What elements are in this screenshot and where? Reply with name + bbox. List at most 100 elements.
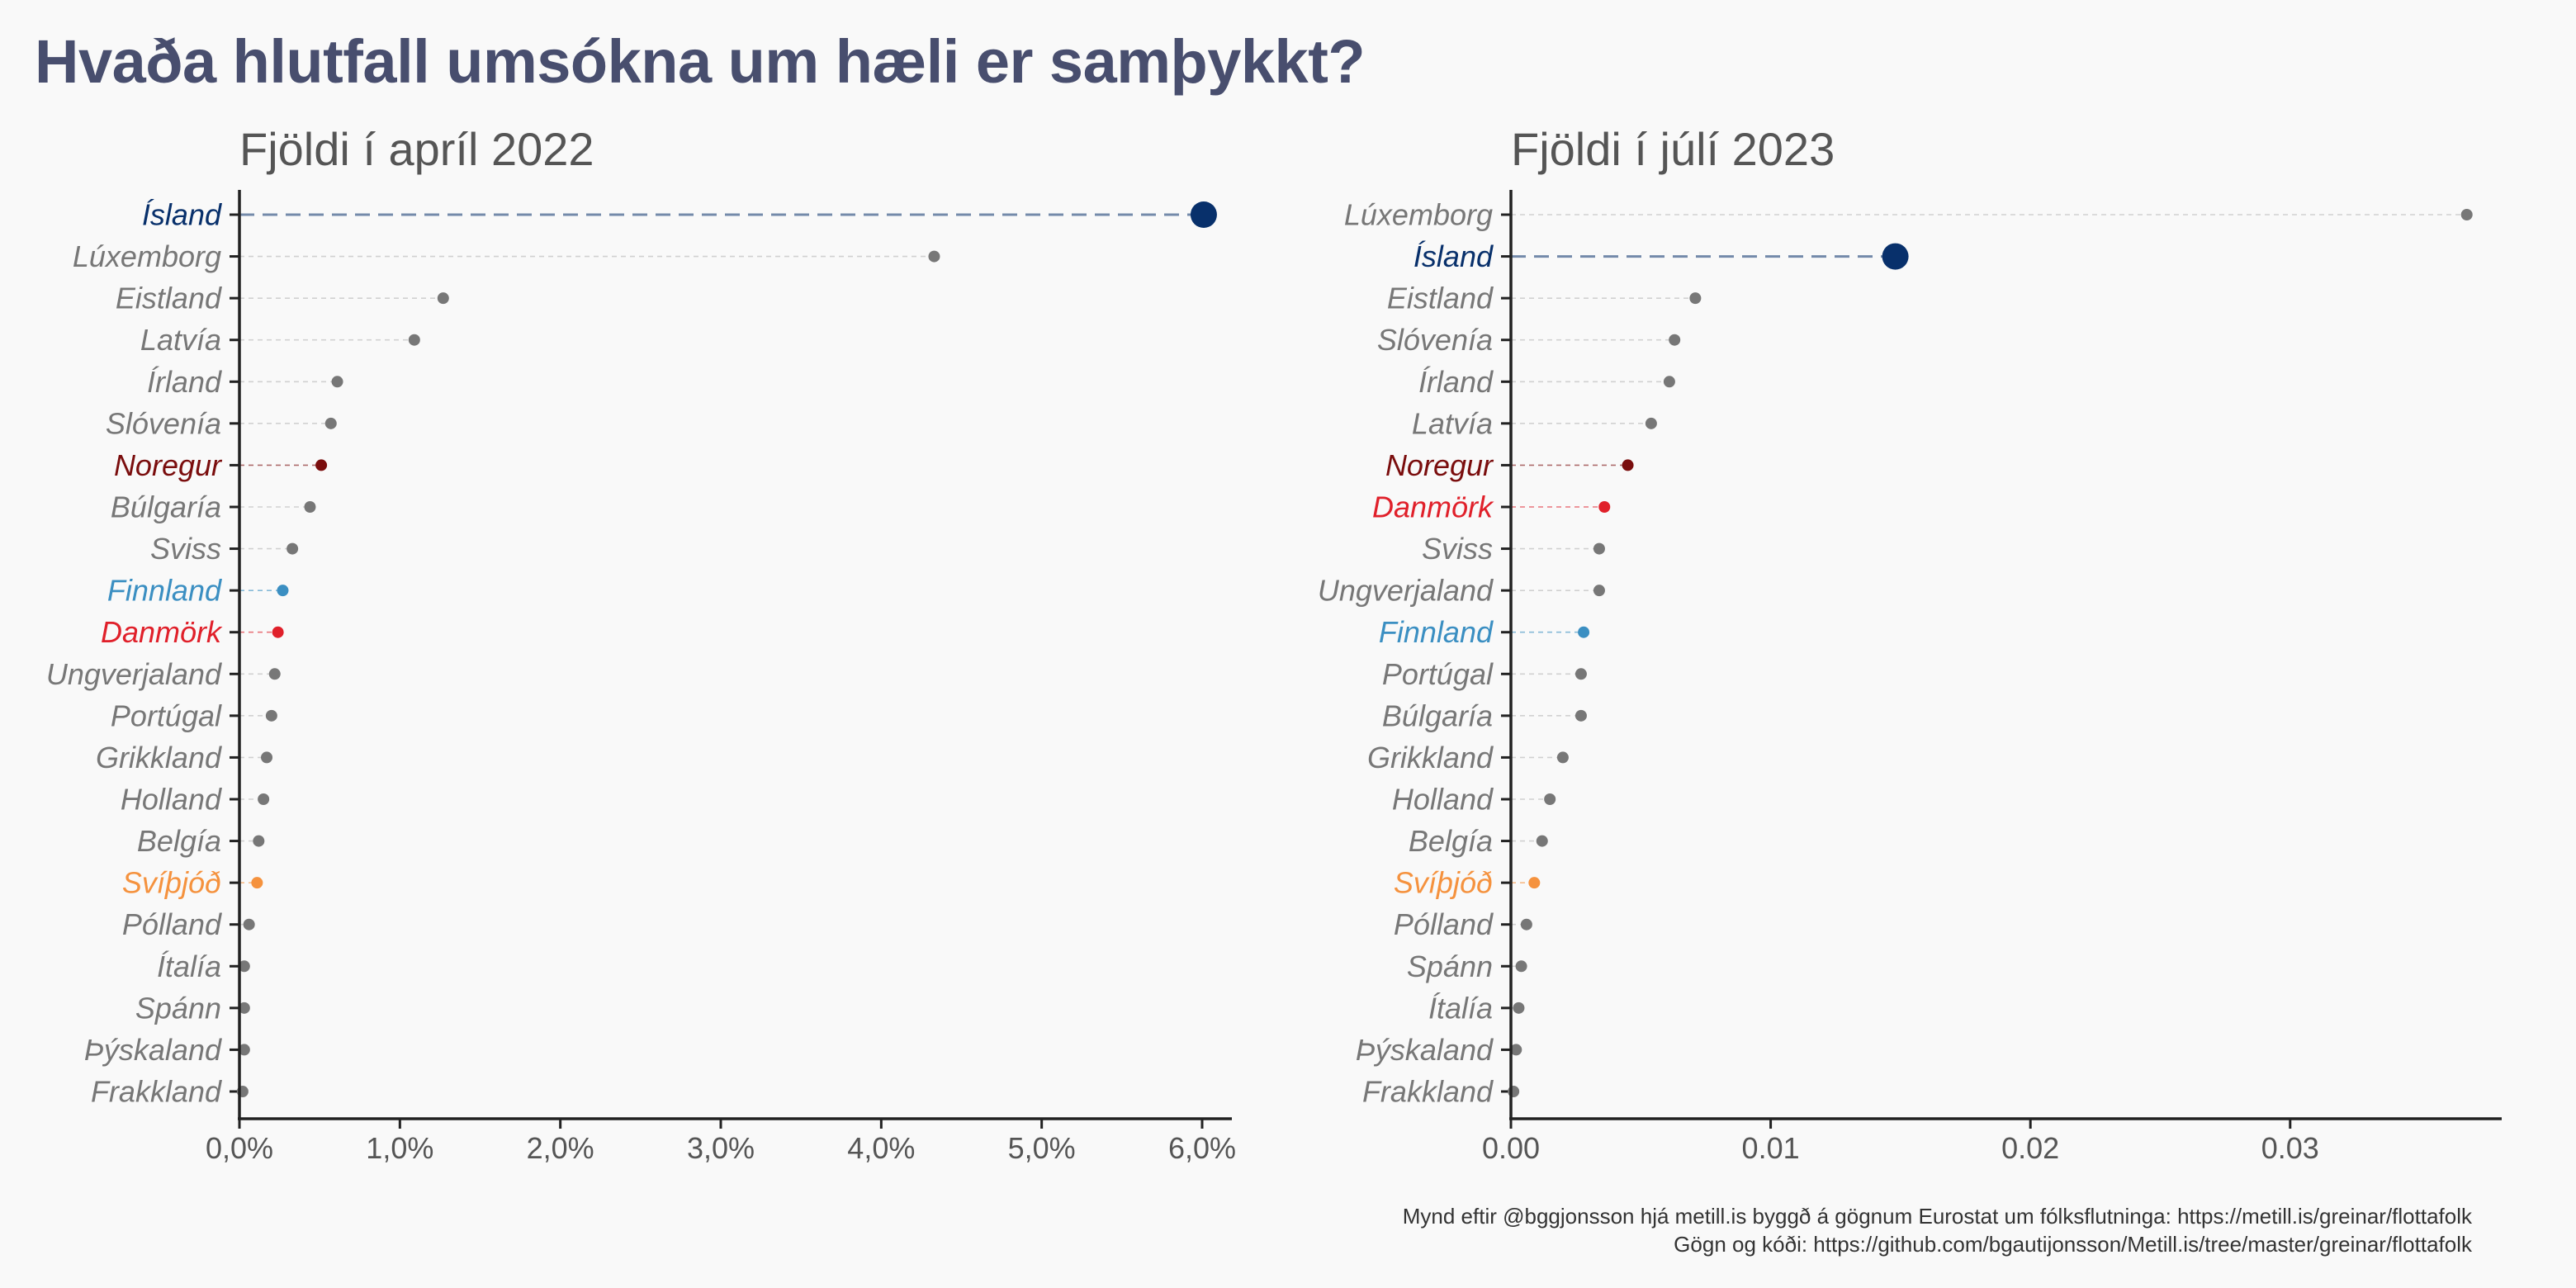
- category-label: Ungverjaland: [46, 657, 222, 691]
- x-tick-label: 2,0%: [527, 1131, 594, 1165]
- category-label: Danmörk: [1372, 490, 1494, 524]
- data-point: [238, 1044, 250, 1056]
- data-point: [268, 668, 281, 680]
- right-panel: Lúxemborg Ísland Eistland Slóvenía Írland Lat…: [1318, 190, 2502, 1165]
- category-label: Lúxemborg: [1344, 198, 1493, 232]
- data-point: [324, 417, 337, 429]
- data-point: [331, 376, 343, 388]
- category-label: Ítalía: [157, 949, 221, 983]
- category-label: Belgía: [137, 824, 221, 858]
- x-tick-label: 5,0%: [1008, 1131, 1076, 1165]
- category-label: Búlgaría: [111, 490, 221, 524]
- data-point: [408, 334, 420, 346]
- category-label: Slóvenía: [106, 406, 221, 440]
- category-label: Portúgal: [111, 698, 222, 732]
- data-point: [1556, 751, 1569, 764]
- category-label: Ungverjaland: [1318, 574, 1494, 608]
- data-point: [277, 585, 289, 597]
- category-label: Belgía: [1409, 824, 1493, 858]
- left-panel: Ísland Lúxemborg Eistland Latvía Írland Slóve…: [46, 190, 1236, 1165]
- data-point: [258, 793, 270, 805]
- category-label: Holland: [121, 783, 222, 817]
- data-point: [1528, 877, 1541, 889]
- data-point: [265, 709, 277, 722]
- x-tick-label: 0.00: [1482, 1131, 1540, 1165]
- category-label: Slóvenía: [1377, 323, 1493, 357]
- category-label: Grikkland: [96, 741, 222, 774]
- category-label: Írland: [147, 365, 222, 399]
- category-label: Holland: [1392, 783, 1494, 817]
- caption-line-1: Mynd eftir @bggjonsson hjá metill.is byg…: [1402, 1204, 2472, 1229]
- category-label: Latvía: [140, 323, 221, 357]
- x-tick-label: 0,0%: [206, 1131, 273, 1165]
- x-tick-label: 3,0%: [687, 1131, 755, 1165]
- category-label: Ítalía: [1428, 991, 1493, 1025]
- data-point: [1574, 668, 1587, 680]
- data-point: [1593, 585, 1605, 597]
- x-tick-label: 4,0%: [847, 1131, 915, 1165]
- data-point: [286, 542, 299, 555]
- x-tick-label: 1,0%: [366, 1131, 433, 1165]
- data-point: [1598, 501, 1611, 513]
- data-point: [1663, 376, 1675, 388]
- data-point: [243, 918, 255, 930]
- category-label: Latvía: [1412, 406, 1493, 440]
- category-label: Finnland: [107, 574, 222, 608]
- category-label: Portúgal: [1382, 657, 1494, 691]
- category-label: Spánn: [135, 991, 221, 1025]
- data-point: [304, 501, 316, 513]
- data-point: [1689, 292, 1702, 305]
- data-point: [261, 751, 273, 764]
- category-label: Ísland: [142, 198, 222, 232]
- category-label: Ísland: [1413, 239, 1494, 273]
- data-point: [1536, 835, 1548, 847]
- category-label: Lúxemborg: [73, 239, 221, 273]
- data-point: [315, 459, 328, 471]
- category-label: Búlgaría: [1382, 698, 1493, 732]
- data-point: [1510, 1044, 1522, 1056]
- x-tick-label: 0.03: [2261, 1131, 2319, 1165]
- data-point: [1515, 960, 1527, 973]
- left-panel-subtitle: Fjöldi í apríl 2022: [239, 123, 594, 175]
- data-point: [437, 292, 449, 305]
- x-tick-label: 6,0%: [1168, 1131, 1236, 1165]
- data-point: [1578, 626, 1590, 638]
- category-label: Svíþjóð: [122, 866, 221, 900]
- category-label: Þýskaland: [84, 1033, 222, 1067]
- chart-title: Hvaða hlutfall umsókna um hæli er samþyk…: [35, 27, 1366, 96]
- caption-line-2: Gögn og kóði: https://github.com/bgautij…: [1674, 1232, 2472, 1257]
- right-panel-subtitle: Fjöldi í júlí 2023: [1511, 123, 1835, 175]
- category-label: Danmörk: [101, 615, 223, 649]
- category-label: Þýskaland: [1356, 1033, 1494, 1067]
- category-label: Noregur: [114, 448, 223, 482]
- data-point: [253, 835, 265, 847]
- data-point: [251, 877, 263, 889]
- category-label: Frakkland: [1362, 1075, 1494, 1109]
- data-point: [1544, 793, 1556, 805]
- data-point: [1508, 1086, 1520, 1097]
- data-point: [2460, 209, 2473, 220]
- category-label: Frakkland: [91, 1075, 222, 1109]
- data-point: [1520, 918, 1532, 930]
- data-point: [238, 1002, 250, 1014]
- x-tick-label: 0.02: [2001, 1131, 2059, 1165]
- category-label: Svíþjóð: [1394, 866, 1493, 900]
- data-point: [1593, 542, 1605, 555]
- data-point: [1669, 334, 1681, 346]
- category-label: Pólland: [122, 907, 222, 941]
- category-label: Noregur: [1385, 448, 1494, 482]
- category-label: Eistland: [1387, 282, 1494, 315]
- category-label: Spánn: [1407, 949, 1493, 983]
- data-point: [1513, 1002, 1525, 1014]
- category-label: Eistland: [116, 282, 222, 315]
- category-label: Pólland: [1394, 907, 1494, 941]
- category-label: Sviss: [150, 532, 221, 566]
- category-label: Grikkland: [1367, 741, 1494, 774]
- data-point: [1190, 201, 1217, 228]
- data-point: [272, 626, 284, 638]
- category-label: Sviss: [1422, 532, 1493, 566]
- data-point: [1882, 243, 1909, 270]
- data-point: [1645, 417, 1657, 429]
- category-label: Finnland: [1379, 615, 1494, 649]
